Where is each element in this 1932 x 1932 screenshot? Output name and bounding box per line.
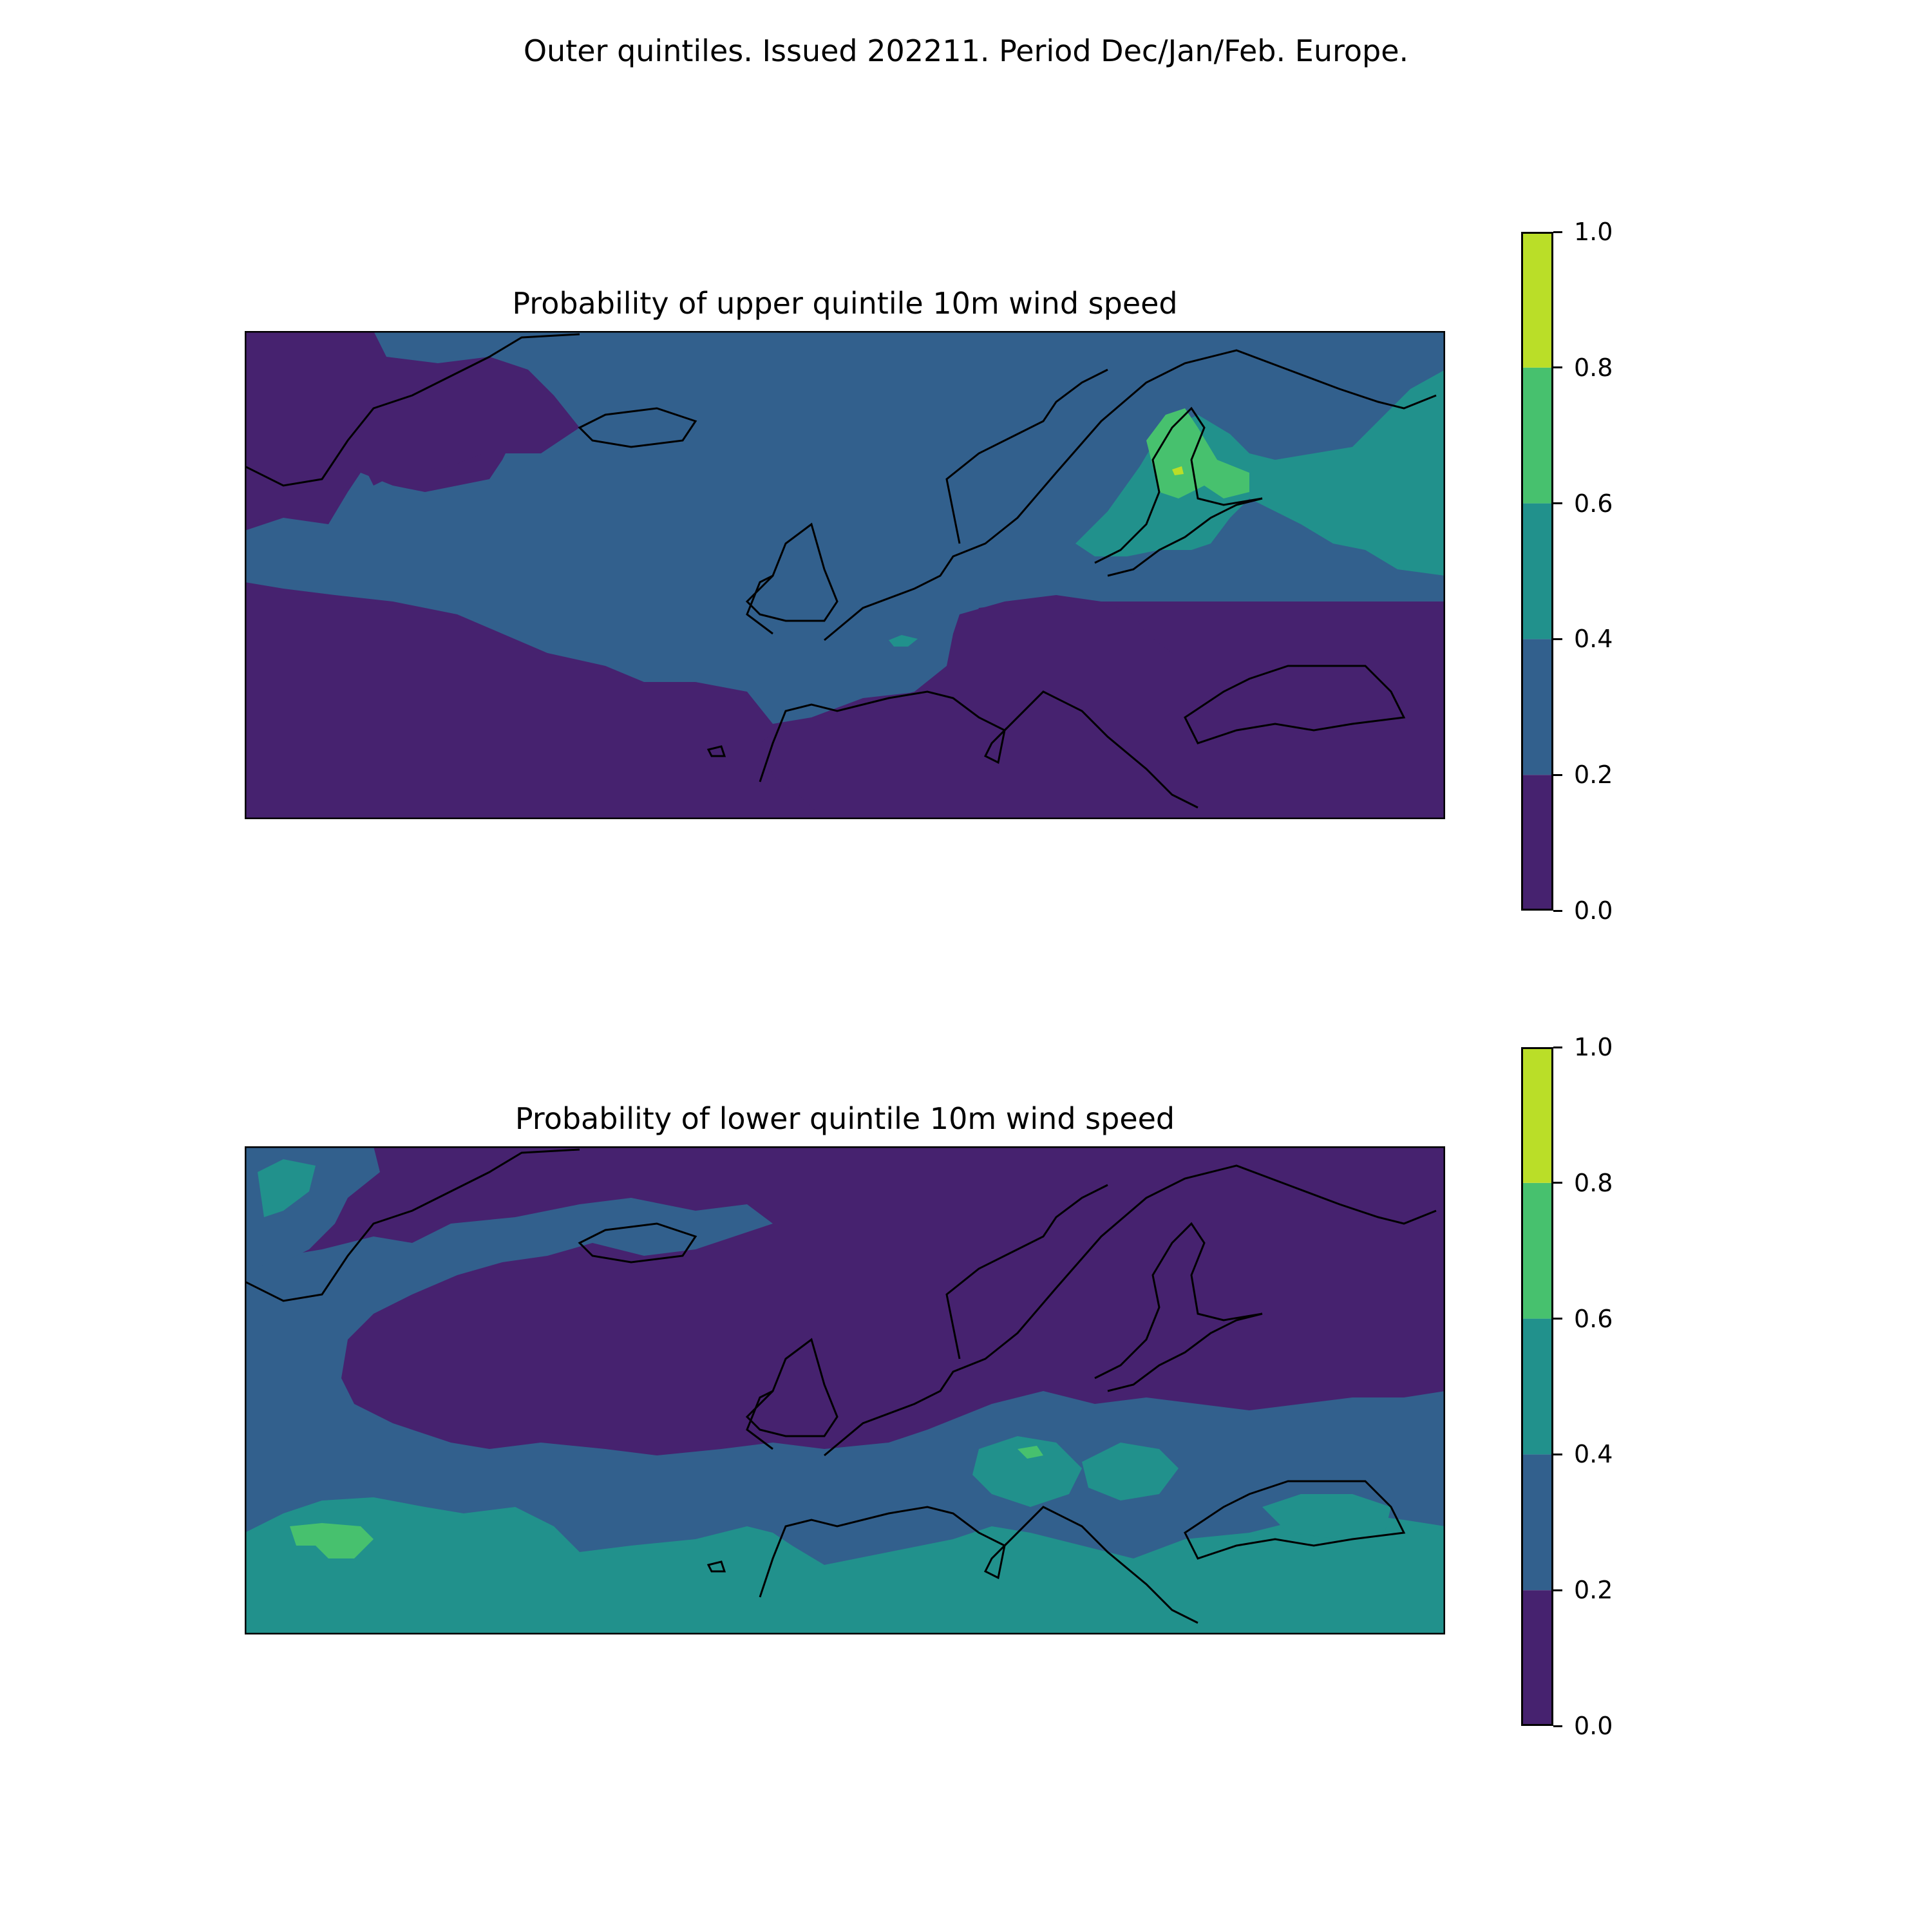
colorbar-tick-mark <box>1553 1589 1562 1591</box>
colorbar-tick-mark <box>1553 366 1562 369</box>
colorbar-bin <box>1521 1590 1553 1726</box>
colorbar-bin <box>1521 775 1553 911</box>
contour-west-patch <box>258 1159 316 1217</box>
upper-colorbar <box>1521 232 1553 911</box>
contour-black-sea <box>1262 1494 1391 1539</box>
contour-peak <box>1172 466 1184 475</box>
contour-balkan-peak <box>1018 1446 1043 1459</box>
colorbar-bin <box>1521 232 1553 368</box>
colorbar-tick-label: 0.4 <box>1574 1440 1613 1469</box>
colorbar-tick-mark <box>1553 773 1562 776</box>
contour-southern-atlantic <box>245 1497 1445 1634</box>
colorbar-tick-mark <box>1553 909 1562 912</box>
colorbar-tick-label: 0.6 <box>1574 489 1613 518</box>
colorbar-tick-label: 0.8 <box>1574 1168 1613 1197</box>
coastlines <box>245 333 1437 809</box>
colorbar-tick-label: 0.4 <box>1574 625 1613 654</box>
colorbar-tick-label: 0.0 <box>1574 1712 1613 1740</box>
contour-gulf-bothnia <box>1146 408 1249 498</box>
contour-balkans <box>972 1436 1082 1507</box>
map-frame <box>245 1146 1445 1634</box>
contour-greenland <box>245 331 580 524</box>
colorbar-bin <box>1521 1047 1553 1183</box>
colorbar-tick-mark <box>1553 1725 1562 1727</box>
colorbar-tick-label: 1.0 <box>1574 218 1613 246</box>
colorbar-tick-mark <box>1553 1046 1562 1048</box>
lower-colorbar <box>1521 1047 1553 1726</box>
contour-azores <box>290 1523 374 1558</box>
colorbar-tick-label: 1.0 <box>1574 1033 1613 1061</box>
lower-panel-title: Probability of lower quintile 10m wind s… <box>515 1101 1175 1136</box>
map-frame <box>245 331 1445 819</box>
colorbar-bin <box>1521 367 1553 504</box>
contour-central-europe <box>760 595 1445 819</box>
colorbar-tick-mark <box>1553 638 1562 640</box>
colorbar-bin <box>1521 639 1553 775</box>
contour-balkans-east <box>1082 1443 1179 1501</box>
colorbar-frame <box>1521 1047 1553 1726</box>
colorbar-bin <box>1521 1454 1553 1591</box>
colorbar-tick-label: 0.8 <box>1574 353 1613 382</box>
colorbar-bin <box>1521 503 1553 639</box>
colorbar-tick-mark <box>1553 1182 1562 1184</box>
upper-panel-title: Probability of upper quintile 10m wind s… <box>512 286 1178 321</box>
colorbar-bin <box>1521 1318 1553 1455</box>
colorbar-tick-label: 0.2 <box>1574 761 1613 790</box>
coastlines <box>245 1148 1437 1624</box>
contour-bay-of-biscay-patch <box>889 635 918 647</box>
colorbar-tick-label: 0.6 <box>1574 1304 1613 1333</box>
colorbar-tick-mark <box>1553 502 1562 505</box>
colorbar-tick-mark <box>1553 1453 1562 1455</box>
colorbar-frame <box>1521 232 1553 911</box>
colorbar-tick-label: 0.2 <box>1574 1576 1613 1605</box>
figure-title: Outer quintiles. Issued 202211. Period D… <box>523 33 1409 68</box>
colorbar-bin <box>1521 1182 1553 1319</box>
contour-finland-russia <box>1075 370 1445 576</box>
colorbar-tick-label: 0.0 <box>1574 896 1613 925</box>
colorbar-tick-mark <box>1553 231 1562 233</box>
lower-quintile-map <box>245 1146 1445 1634</box>
colorbar-tick-mark <box>1553 1318 1562 1320</box>
upper-quintile-map <box>245 331 1445 819</box>
